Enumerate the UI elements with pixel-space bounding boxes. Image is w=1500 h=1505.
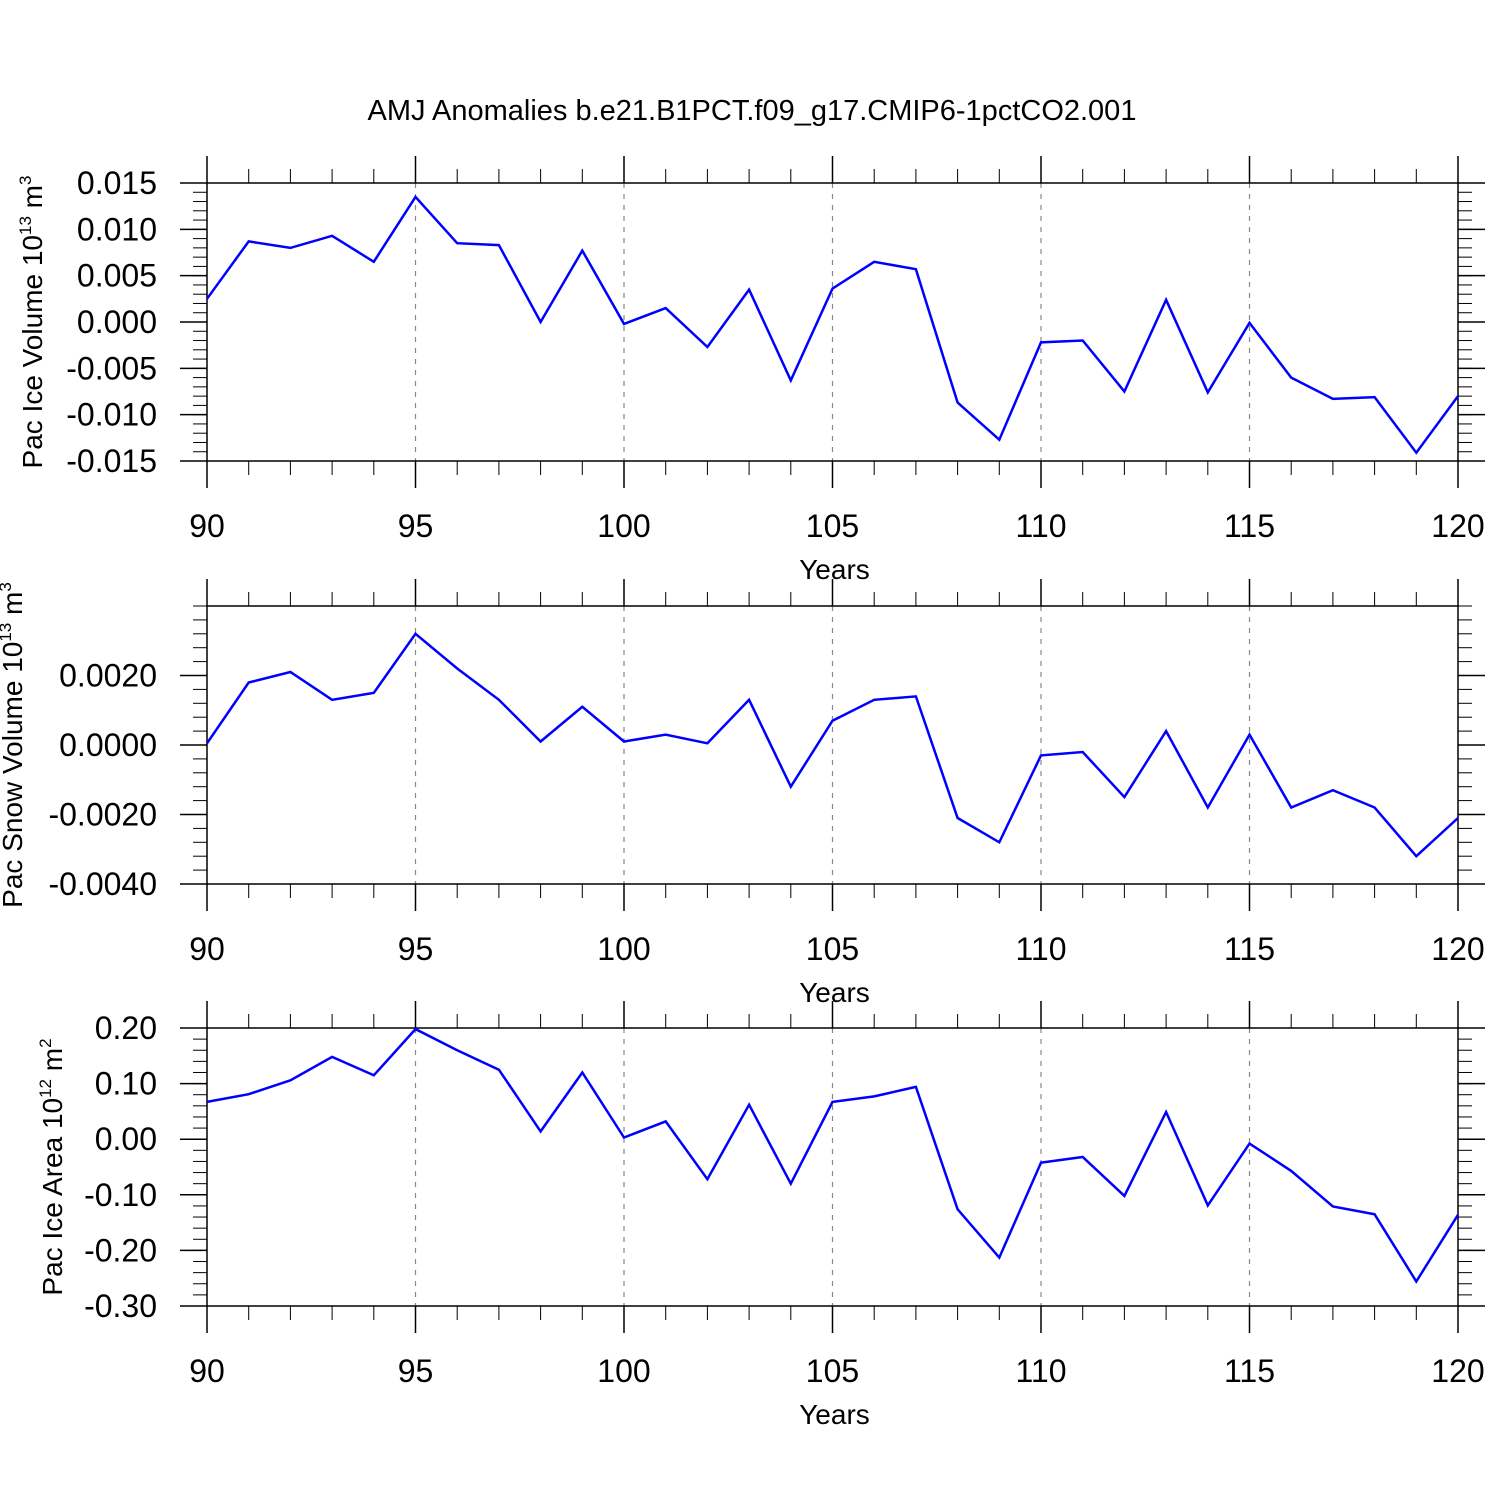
plot-frame: [206, 605, 1459, 885]
x-tick-label: 90: [189, 508, 225, 544]
y-tick-label: -0.005: [66, 350, 157, 386]
chart-panel-3: 0.20 0.10 0.00 -0.10 -0.20 -0.30 90 95 100 105 110…: [36, 1001, 1485, 1430]
x-tick-label: 105: [806, 1353, 859, 1389]
x-tick-label: 95: [398, 508, 434, 544]
y-tick-label: 0.015: [77, 165, 157, 201]
chart-panel-2: 0.0020 0.0000 -0.0020 -0.0040 90 95 100 105 110 1…: [0, 579, 1485, 1008]
x-tick-label: 95: [398, 931, 434, 967]
x-tick-label: 90: [189, 1353, 225, 1389]
x-axis-label: Years: [799, 554, 870, 585]
x-tick-label: 100: [597, 1353, 650, 1389]
series-line: [206, 1027, 1460, 1284]
plot-frame: [206, 1027, 1459, 1307]
x-tick-label: 115: [1224, 1353, 1275, 1389]
y-tick-label: -0.0020: [48, 797, 157, 833]
chart-title: AMJ Anomalies b.e21.B1PCT.f09_g17.CMIP6-…: [368, 95, 1137, 127]
x-tick-label: 105: [806, 508, 859, 544]
y-tick-label: -0.0040: [48, 866, 157, 902]
x-tick-label: 95: [398, 1353, 434, 1389]
y-tick-label: -0.010: [66, 397, 157, 433]
x-tick-label: 110: [1015, 931, 1066, 967]
y-tick-label: -0.10: [84, 1177, 157, 1213]
y-tick-label: 0.000: [77, 304, 157, 340]
y-tick-label: 0.10: [95, 1066, 157, 1102]
y-tick-label: 0.20: [95, 1010, 157, 1046]
x-tick-label: 105: [806, 931, 859, 967]
y-tick-label: 0.010: [77, 211, 157, 247]
x-tick-label: 100: [597, 508, 650, 544]
x-tick-label: 115: [1224, 508, 1275, 544]
y-tick-label: 0.005: [77, 258, 157, 294]
x-tick-label: 120: [1431, 1353, 1484, 1389]
y-axis-label: Pac Ice Area 1012 m2: [36, 1038, 68, 1295]
y-tick-label: 0.0000: [59, 727, 157, 763]
x-tick-label: 100: [597, 931, 650, 967]
plot-frame: [206, 182, 1459, 462]
y-axis-label: Pac Snow Volume 1013 m3: [0, 582, 28, 908]
y-tick-label: 0.0020: [59, 658, 157, 694]
y-tick-label: -0.20: [84, 1232, 157, 1268]
y-tick-label: 0.00: [95, 1121, 157, 1157]
x-tick-label: 120: [1431, 931, 1484, 967]
y-tick-label: -0.015: [66, 443, 157, 479]
x-tick-label: 115: [1224, 931, 1275, 967]
y-tick-label: -0.30: [84, 1288, 157, 1324]
chart-panel-1: 0.015 0.010 0.005 0.000 -0.005 -0.010 -0.015 90…: [16, 156, 1485, 585]
x-axis-label: Years: [799, 1399, 870, 1430]
series-line: [205, 631, 1459, 858]
x-tick-label: 90: [189, 931, 225, 967]
series-line: [205, 194, 1460, 455]
x-tick-label: 120: [1431, 508, 1484, 544]
x-tick-label: 110: [1015, 1353, 1066, 1389]
x-tick-label: 110: [1015, 508, 1066, 544]
x-axis-label: Years: [799, 977, 870, 1008]
y-axis-label: Pac Ice Volume 1013 m3: [16, 176, 48, 469]
